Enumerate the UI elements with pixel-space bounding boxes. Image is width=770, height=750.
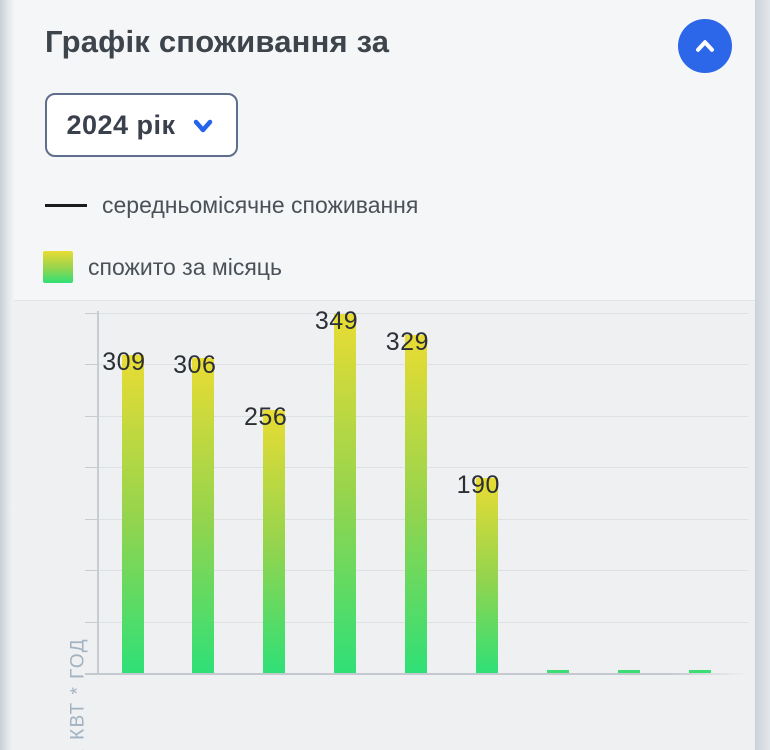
bar-value-label: 309: [102, 348, 146, 377]
bar-КВІ[interactable]: [334, 314, 357, 673]
bar-value-label: 349: [314, 307, 359, 336]
bar-СЕР[interactable]: [617, 670, 640, 673]
y-axis-tick: [85, 313, 97, 314]
bar-ЛИП[interactable]: [546, 670, 569, 673]
year-dropdown-value: 2024 рік: [66, 109, 176, 140]
y-axis-tick: [85, 415, 97, 417]
y-axis-title: Обсяг споживання, КВТ * ГОД: [68, 617, 94, 750]
y-axis-line: [97, 311, 99, 674]
page-title: Графік споживання за: [45, 24, 390, 59]
legend-item-average: середньомісячне споживання: [45, 190, 418, 220]
legend-item-monthly: спожито за місяць: [43, 249, 282, 285]
collapse-button[interactable]: [678, 19, 732, 73]
y-axis-tick: [85, 467, 97, 469]
y-axis-tick: [85, 364, 97, 366]
average-line-swatch: [45, 203, 87, 207]
bar-value-label: 256: [244, 402, 288, 431]
bar-ЧЕР[interactable]: [475, 477, 498, 673]
left-edge-band: [0, 0, 14, 750]
bar-value-label: 329: [385, 327, 429, 356]
y-axis-tick: [85, 570, 97, 572]
bar-БЕР[interactable]: [263, 409, 286, 673]
bar-ЛЮТ[interactable]: [192, 358, 215, 673]
bar-ТРА[interactable]: [405, 334, 427, 673]
bar-ВЕР[interactable]: [688, 670, 711, 673]
bar-value-label: 306: [173, 351, 217, 380]
chevron-up-icon: [688, 29, 722, 63]
y-axis-tick: [85, 621, 97, 623]
gridline: [97, 313, 748, 314]
monthly-gradient-swatch: [43, 251, 73, 283]
y-axis-tick: [85, 518, 97, 520]
chevron-down-icon: [193, 119, 212, 133]
right-edge-band: [755, 0, 770, 750]
bar-value-label: 190: [456, 470, 500, 499]
legend-monthly-label: спожито за місяць: [88, 253, 282, 280]
bar-СІЧ[interactable]: [121, 355, 144, 673]
consumption-bar-chart: Обсяг споживання, КВТ * ГОД 309СІЧ306ЛЮТ…: [14, 300, 755, 750]
x-axis-line: [85, 673, 748, 675]
legend-average-label: середньомісячне споживання: [102, 191, 419, 218]
year-dropdown[interactable]: 2024 рік: [45, 93, 238, 157]
